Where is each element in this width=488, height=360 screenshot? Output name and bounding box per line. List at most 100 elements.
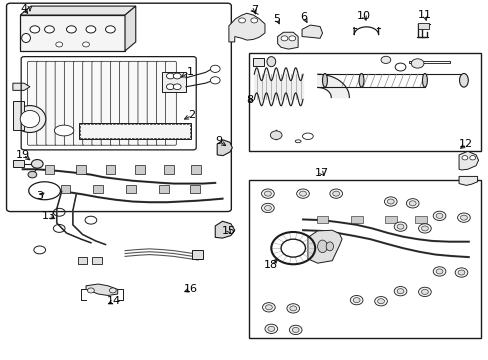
Text: 2: 2 xyxy=(188,111,195,121)
Circle shape xyxy=(332,191,339,196)
Circle shape xyxy=(408,201,415,206)
Circle shape xyxy=(82,42,89,47)
Ellipse shape xyxy=(459,73,468,87)
Bar xyxy=(249,180,480,338)
Circle shape xyxy=(393,287,406,296)
Text: 6: 6 xyxy=(300,12,307,22)
Ellipse shape xyxy=(266,57,275,67)
Circle shape xyxy=(406,199,418,208)
FancyBboxPatch shape xyxy=(37,61,47,145)
Bar xyxy=(135,165,144,174)
Polygon shape xyxy=(228,13,264,42)
Circle shape xyxy=(86,26,96,33)
Bar xyxy=(417,23,428,30)
Text: 9: 9 xyxy=(215,136,222,146)
FancyBboxPatch shape xyxy=(92,61,102,145)
Circle shape xyxy=(289,306,296,311)
Bar xyxy=(61,185,70,193)
Circle shape xyxy=(384,197,396,206)
Polygon shape xyxy=(13,83,30,90)
Bar xyxy=(126,185,136,193)
Ellipse shape xyxy=(14,105,46,132)
Circle shape xyxy=(454,268,467,277)
Circle shape xyxy=(377,299,384,304)
Circle shape xyxy=(418,224,430,233)
Ellipse shape xyxy=(358,73,363,87)
Circle shape xyxy=(435,269,442,274)
Bar xyxy=(76,165,86,174)
Text: 16: 16 xyxy=(183,284,198,294)
FancyBboxPatch shape xyxy=(27,61,38,145)
Circle shape xyxy=(66,26,76,33)
Text: 13: 13 xyxy=(41,211,55,221)
FancyBboxPatch shape xyxy=(138,61,148,145)
Circle shape xyxy=(264,191,271,196)
FancyBboxPatch shape xyxy=(119,61,130,145)
Circle shape xyxy=(166,73,174,79)
Text: 5: 5 xyxy=(273,14,280,24)
Bar xyxy=(190,165,200,174)
Polygon shape xyxy=(86,284,118,296)
Ellipse shape xyxy=(422,73,427,87)
Circle shape xyxy=(173,73,181,79)
Polygon shape xyxy=(307,230,341,263)
Circle shape xyxy=(396,224,403,229)
Bar xyxy=(253,58,264,66)
Circle shape xyxy=(435,213,442,219)
Bar xyxy=(249,53,480,151)
Text: 15: 15 xyxy=(222,226,235,236)
Text: 19: 19 xyxy=(16,150,30,160)
Text: 17: 17 xyxy=(314,168,328,178)
Bar xyxy=(161,72,185,92)
Circle shape xyxy=(380,56,390,63)
Bar xyxy=(163,165,173,174)
FancyBboxPatch shape xyxy=(64,61,75,145)
Polygon shape xyxy=(277,32,298,49)
Bar xyxy=(92,257,102,264)
Circle shape xyxy=(238,18,245,23)
Bar xyxy=(80,124,189,138)
FancyBboxPatch shape xyxy=(82,61,93,145)
Circle shape xyxy=(292,327,299,332)
Text: 18: 18 xyxy=(264,260,278,270)
Circle shape xyxy=(265,305,272,310)
Circle shape xyxy=(173,84,181,90)
Bar xyxy=(350,216,362,223)
Circle shape xyxy=(421,289,427,294)
Circle shape xyxy=(267,326,274,331)
Circle shape xyxy=(56,42,62,47)
Bar xyxy=(189,185,199,193)
Bar xyxy=(93,185,103,193)
Bar xyxy=(384,216,396,223)
Circle shape xyxy=(30,26,40,33)
Circle shape xyxy=(418,287,430,297)
FancyBboxPatch shape xyxy=(110,61,121,145)
Text: 3: 3 xyxy=(36,191,43,201)
Circle shape xyxy=(432,211,445,221)
Ellipse shape xyxy=(317,240,327,253)
Circle shape xyxy=(461,156,467,160)
Polygon shape xyxy=(13,101,24,130)
Circle shape xyxy=(261,203,274,213)
Polygon shape xyxy=(458,176,477,185)
Circle shape xyxy=(421,226,427,231)
Circle shape xyxy=(352,298,359,303)
Text: 14: 14 xyxy=(106,296,121,306)
Bar xyxy=(316,216,328,223)
Polygon shape xyxy=(317,74,348,98)
Bar xyxy=(20,15,125,51)
Text: 8: 8 xyxy=(245,95,252,105)
Circle shape xyxy=(105,26,115,33)
Circle shape xyxy=(329,189,342,198)
Text: 11: 11 xyxy=(417,10,431,20)
Circle shape xyxy=(250,18,257,23)
Bar xyxy=(44,165,54,174)
Ellipse shape xyxy=(54,125,74,136)
Polygon shape xyxy=(215,221,234,238)
Circle shape xyxy=(296,189,309,198)
Circle shape xyxy=(210,77,220,84)
Circle shape xyxy=(374,297,386,306)
Circle shape xyxy=(210,65,220,72)
FancyBboxPatch shape xyxy=(101,61,112,145)
Circle shape xyxy=(109,288,116,293)
